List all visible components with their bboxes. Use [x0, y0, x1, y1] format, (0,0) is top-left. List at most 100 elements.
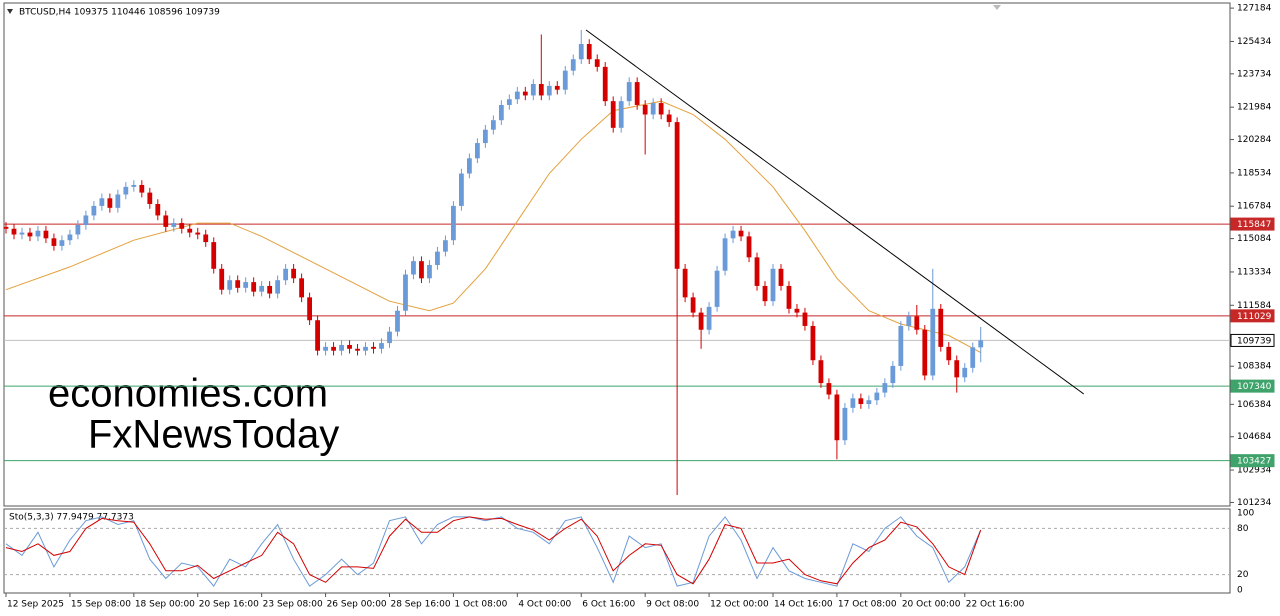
candle-body: [27, 232, 33, 237]
candle-body: [770, 268, 776, 302]
x-tick-label: 1 Oct 08:00: [454, 600, 507, 610]
candle-body: [155, 204, 161, 216]
candle-body: [490, 120, 496, 130]
candle-body: [123, 186, 129, 195]
candle-body: [786, 285, 792, 309]
candle-body: [946, 346, 952, 361]
candle-body: [810, 325, 816, 361]
candle-body: [75, 224, 81, 235]
x-tick-label: 12 Oct 00:00: [710, 600, 769, 610]
candle-body: [938, 308, 944, 347]
level-tag-label: 109739: [1237, 336, 1272, 346]
shift-marker: [993, 5, 1001, 10]
candle-body: [674, 122, 680, 269]
candle-body: [906, 316, 912, 326]
candle-body: [842, 407, 848, 441]
candle-body: [482, 129, 488, 144]
candle-body: [714, 270, 720, 307]
x-tick-label: 18 Sep 00:00: [135, 600, 195, 610]
candle-body: [363, 346, 368, 351]
candle-body: [890, 365, 896, 384]
y-tick-label: 108384: [1237, 362, 1272, 372]
candle-body: [602, 66, 608, 102]
candle-body: [682, 268, 688, 298]
symbol-header: BTCUSD,H4 109375 110446 108596 109739: [19, 8, 220, 18]
candle-body: [179, 223, 185, 229]
candle-body: [626, 82, 632, 102]
level-tag-label: 111029: [1237, 312, 1272, 322]
candle-body: [411, 261, 416, 275]
x-tick-label: 20 Oct 00:00: [902, 600, 961, 610]
level-tag-label: 103427: [1237, 457, 1271, 467]
candle-body: [339, 344, 344, 351]
candle-body: [291, 268, 297, 279]
y-tick-label: 113334: [1237, 267, 1272, 277]
candle-body: [650, 103, 656, 115]
stoch-panel-border: [3, 508, 1231, 594]
candle-body: [738, 230, 744, 237]
y-tick-label: 101234: [1237, 498, 1272, 508]
x-tick-label: 6 Oct 16:00: [582, 600, 635, 610]
candle-body: [443, 240, 448, 252]
candle-body: [323, 346, 328, 351]
candle-body: [147, 192, 153, 205]
trendline: [585, 29, 1085, 395]
candle-body: [403, 274, 408, 311]
candle-body: [498, 104, 504, 121]
candle-body: [802, 312, 808, 326]
candle-body: [858, 398, 864, 405]
candle-body: [666, 114, 672, 123]
candle-body: [387, 331, 392, 344]
candle-body: [427, 264, 432, 279]
candle-body: [419, 261, 424, 279]
stoch-tick-label: 100: [1237, 509, 1254, 519]
menu-arrow: [7, 9, 13, 14]
candle-body: [818, 360, 824, 384]
candle-body: [203, 234, 209, 243]
level-tag: [1230, 454, 1275, 468]
candle-body: [762, 285, 768, 302]
watermark: economies.com: [48, 372, 328, 416]
y-tick-label: 115084: [1237, 234, 1272, 244]
candle-body: [283, 268, 289, 281]
candle-body: [866, 400, 872, 405]
candle-body: [451, 205, 456, 241]
candle-body: [19, 232, 25, 235]
candle-body: [874, 392, 880, 401]
candle-body: [243, 282, 249, 288]
candle-body: [698, 312, 704, 330]
candle-body: [706, 306, 712, 330]
candle-body: [586, 44, 592, 60]
y-tick-label: 121984: [1237, 103, 1272, 113]
candle-body: [187, 228, 193, 233]
stoch-tick-label: 80: [1237, 524, 1249, 534]
candle-body: [11, 228, 17, 235]
candle-body: [538, 84, 544, 96]
level-tag: [1230, 309, 1275, 323]
candle-body: [562, 70, 568, 90]
candle-body: [3, 226, 9, 229]
candle-body: [834, 394, 840, 441]
y-tick-label: 125434: [1237, 37, 1272, 47]
candle-body: [35, 230, 41, 237]
x-tick-label: 20 Sep 16:00: [199, 600, 259, 610]
candle-body: [83, 215, 89, 225]
candle-body: [658, 103, 664, 115]
main-panel-border: [3, 2, 1231, 507]
candle-body: [379, 343, 384, 349]
candle-body: [594, 59, 600, 67]
candle-body: [211, 242, 217, 269]
candle-body: [267, 285, 273, 294]
candle-body: [930, 308, 936, 376]
candle-body: [371, 346, 376, 349]
candle-body: [139, 184, 145, 193]
candle-body: [514, 91, 520, 100]
candle-body: [219, 268, 225, 290]
y-tick-label: 123734: [1237, 69, 1272, 79]
candle-body: [195, 232, 201, 235]
candle-body: [43, 230, 49, 239]
candle-body: [642, 104, 648, 115]
y-tick-label: 116784: [1237, 202, 1272, 212]
x-tick-label: 17 Oct 08:00: [838, 600, 897, 610]
